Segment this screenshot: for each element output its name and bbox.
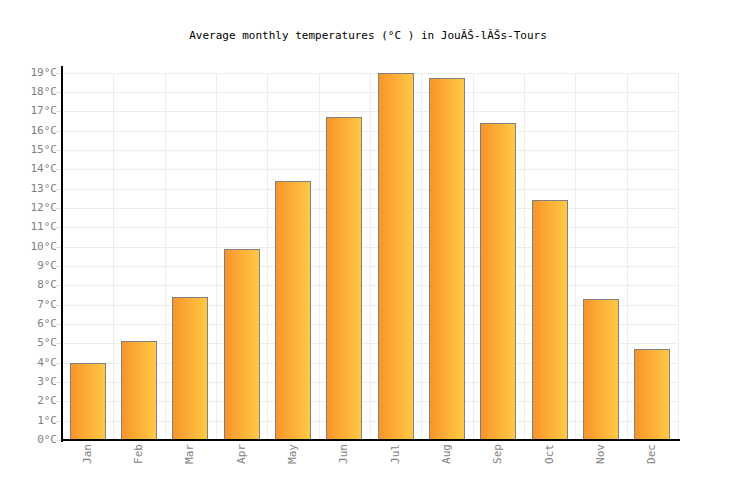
- gridline-horizontal: [64, 73, 678, 74]
- y-axis-line: [61, 66, 63, 442]
- bar-mar[interactable]: [172, 297, 208, 440]
- gridline-vertical: [113, 73, 114, 441]
- chart-title: Average monthly temperatures (°C ) in Jo…: [0, 29, 736, 42]
- bar-aug[interactable]: [429, 78, 465, 440]
- gridline-horizontal: [64, 285, 678, 286]
- bar-jan[interactable]: [70, 363, 106, 440]
- gridline-vertical: [165, 73, 166, 441]
- bar-jul[interactable]: [378, 73, 414, 441]
- x-axis-label: Oct: [542, 434, 558, 474]
- y-axis-label: 15°C: [13, 144, 57, 156]
- y-axis-label: 2°C: [13, 395, 57, 407]
- x-axis-label: Apr: [234, 434, 250, 474]
- x-axis-label: Aug: [439, 434, 455, 474]
- y-axis-label: 4°C: [13, 357, 57, 369]
- y-axis-label: 1°C: [13, 415, 57, 427]
- x-axis-label: Nov: [593, 434, 609, 474]
- y-axis-label: 12°C: [13, 202, 57, 214]
- gridline-horizontal: [64, 227, 678, 228]
- y-axis-label: 8°C: [13, 279, 57, 291]
- x-axis-label: Jan: [80, 434, 96, 474]
- gridline-vertical: [421, 73, 422, 441]
- bar-nov[interactable]: [583, 299, 619, 440]
- bar-dec[interactable]: [634, 349, 670, 440]
- y-axis-label: 10°C: [13, 241, 57, 253]
- bar-apr[interactable]: [224, 249, 260, 440]
- gridline-vertical: [524, 73, 525, 441]
- y-axis-label: 11°C: [13, 221, 57, 233]
- y-axis-label: 3°C: [13, 376, 57, 388]
- gridline-vertical: [575, 73, 576, 441]
- gridline-vertical: [319, 73, 320, 441]
- gridline-vertical: [267, 73, 268, 441]
- gridline-horizontal: [64, 266, 678, 267]
- gridline-horizontal: [64, 189, 678, 190]
- gridline-vertical: [216, 73, 217, 441]
- x-axis-label: May: [285, 434, 301, 474]
- gridline-horizontal: [64, 92, 678, 93]
- y-axis-label: 19°C: [13, 67, 57, 79]
- y-axis-label: 17°C: [13, 105, 57, 117]
- temperature-bar-chart: Average monthly temperatures (°C ) in Jo…: [0, 0, 736, 500]
- x-axis-label: Feb: [131, 434, 147, 474]
- gridline-horizontal: [64, 247, 678, 248]
- x-axis-label: Sep: [490, 434, 506, 474]
- x-axis-label: Jun: [336, 434, 352, 474]
- x-axis-label: Mar: [182, 434, 198, 474]
- bar-sep[interactable]: [480, 123, 516, 440]
- y-axis-label: 18°C: [13, 86, 57, 98]
- y-axis-label: 5°C: [13, 337, 57, 349]
- y-axis-label: 6°C: [13, 318, 57, 330]
- y-axis-label: 13°C: [13, 183, 57, 195]
- gridline-horizontal: [64, 169, 678, 170]
- bar-jun[interactable]: [326, 117, 362, 440]
- bar-feb[interactable]: [121, 341, 157, 440]
- gridline-vertical: [627, 73, 628, 441]
- gridline-vertical: [678, 73, 679, 441]
- y-axis-label: 16°C: [13, 125, 57, 137]
- y-axis-label: 9°C: [13, 260, 57, 272]
- bar-oct[interactable]: [532, 200, 568, 440]
- gridline-horizontal: [64, 150, 678, 151]
- x-axis-label: Dec: [644, 434, 660, 474]
- bar-may[interactable]: [275, 181, 311, 440]
- gridline-horizontal: [64, 111, 678, 112]
- y-axis-label: 0°C: [13, 434, 57, 446]
- y-axis-label: 14°C: [13, 163, 57, 175]
- gridline-horizontal: [64, 208, 678, 209]
- gridline-horizontal: [64, 131, 678, 132]
- gridline-vertical: [473, 73, 474, 441]
- x-axis-line: [61, 439, 680, 441]
- y-axis-label: 7°C: [13, 299, 57, 311]
- x-axis-label: Jul: [388, 434, 404, 474]
- gridline-vertical: [370, 73, 371, 441]
